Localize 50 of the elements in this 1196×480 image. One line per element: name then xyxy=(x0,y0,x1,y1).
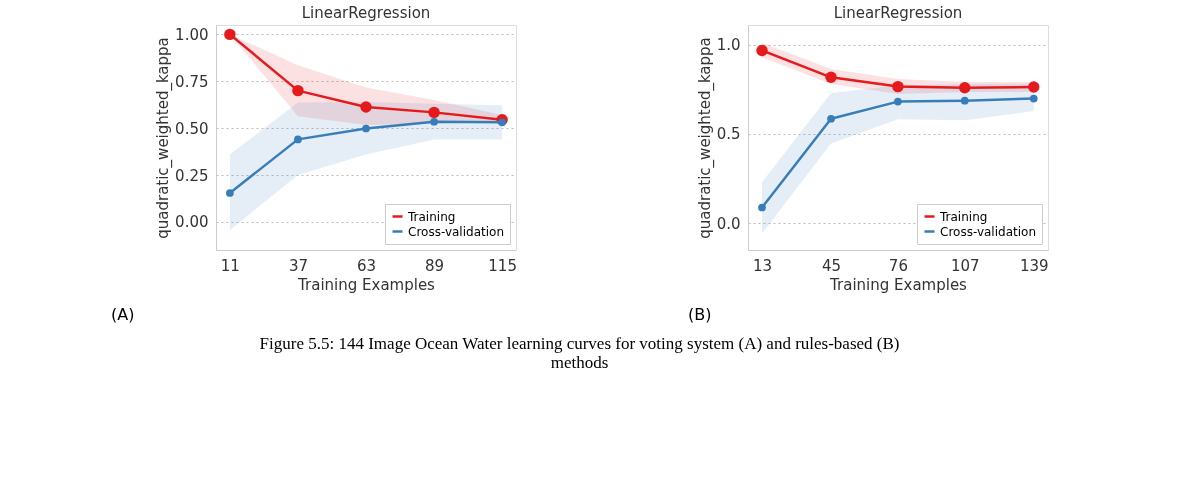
point xyxy=(1028,81,1040,93)
x-tick-label: 89 xyxy=(425,256,445,275)
point xyxy=(1029,94,1038,103)
y-axis-title: quadratic_weighted_kappa xyxy=(154,37,174,239)
x-tick-label: 115 xyxy=(488,256,517,275)
point xyxy=(362,124,370,133)
x-axis-title: Training Examples xyxy=(297,275,436,294)
point xyxy=(756,44,768,57)
x-tick-label: 45 xyxy=(821,256,842,275)
point xyxy=(894,97,902,106)
x-tick-label: 63 xyxy=(356,256,377,275)
y-tick-label: 1.0 xyxy=(716,36,741,55)
y-tick-label: 0.50 xyxy=(175,119,209,138)
point xyxy=(758,203,766,212)
caption: Figure 5.5: 144 Image Ocean Water learning curves for voting system (A) and rules-based (B) methods xyxy=(259,333,900,372)
chart-title: LinearRegression xyxy=(833,4,963,22)
point xyxy=(226,189,234,197)
x-tick-label: 11 xyxy=(220,256,240,275)
y-tick-label: 1.00 xyxy=(175,25,209,44)
point xyxy=(892,80,904,93)
x-tick-label: 37 xyxy=(288,256,308,275)
point xyxy=(498,118,506,127)
point xyxy=(294,135,302,144)
point xyxy=(428,106,440,119)
text: (A) xyxy=(111,305,135,324)
point xyxy=(292,84,304,97)
legend-label: Training xyxy=(407,209,456,224)
point xyxy=(224,28,236,41)
point xyxy=(959,81,971,94)
x-tick-label: 76 xyxy=(888,256,908,275)
x-tick-label: 107 xyxy=(950,256,980,275)
x-tick-label: 13 xyxy=(752,256,773,275)
legend-label: Training xyxy=(939,209,988,224)
x-axis-title: Training Examples xyxy=(829,275,968,294)
y-tick-label: 0.25 xyxy=(175,166,209,185)
y-axis-title: quadratic_weighted_kappa xyxy=(695,37,715,239)
point xyxy=(960,96,969,105)
text: (B) xyxy=(688,305,712,324)
point xyxy=(827,114,835,123)
y-tick-label: 0.0 xyxy=(716,214,741,233)
y-tick-label: 0.5 xyxy=(716,125,741,144)
y-tick-label: 0.75 xyxy=(175,72,209,91)
x-tick-label: 139 xyxy=(1019,256,1049,275)
chart-title: LinearRegression xyxy=(301,4,431,22)
point xyxy=(430,117,438,126)
y-tick-label: 0.00 xyxy=(175,213,209,232)
point xyxy=(825,71,837,84)
point xyxy=(360,101,372,113)
legend-label: Cross-validation xyxy=(408,224,504,239)
legend-label: Cross-validation xyxy=(940,224,1036,239)
